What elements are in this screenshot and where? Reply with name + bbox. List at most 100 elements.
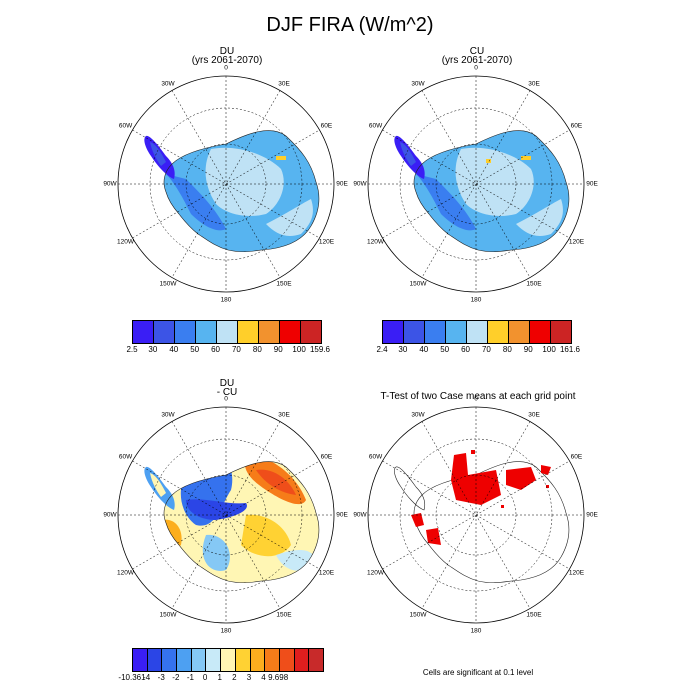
lon-label: 30W <box>411 80 425 88</box>
colorbar-swatch <box>530 321 551 343</box>
lon-label: 30E <box>528 411 540 419</box>
colorbar-tick-label: 70 <box>481 345 491 354</box>
peninsula-inner <box>400 142 416 166</box>
colorbar-swatch <box>488 321 509 343</box>
colorbar-swatch <box>206 649 222 671</box>
lon-label: 30W <box>411 411 425 419</box>
lon-label: 120E <box>568 569 585 577</box>
lon-label: 150E <box>526 280 542 288</box>
lon-label: 30E <box>528 80 540 88</box>
lon-label: 90E <box>336 180 348 188</box>
colorbar-swatch <box>467 321 488 343</box>
panel-ttest-title: T-Test of two Case means at each grid po… <box>380 391 576 402</box>
colorbar-tick-label: 1 <box>217 673 222 682</box>
lon-label: 120W <box>367 238 385 246</box>
colorbar-tick-label: 161.6 <box>559 345 581 354</box>
colorbar-swatch <box>301 321 321 343</box>
lon-label: 90E <box>586 511 598 519</box>
lon-label: 60E <box>320 453 333 461</box>
lon-label: 150W <box>409 611 427 619</box>
continent-outline <box>163 461 320 584</box>
lon-labels-ttest: 0 30E 60E 90E 120E 150E 180 150W 120W 90W 60W 30W <box>353 395 598 635</box>
colorbar-tick-label: 4 <box>261 673 266 682</box>
colorbar-tick-label: 50 <box>440 345 450 354</box>
lon-label: 60W <box>368 122 383 130</box>
colorbar-tick-label: -3 <box>157 673 165 682</box>
lon-label: 0 <box>224 395 228 403</box>
colorbar-tick-label: 2.5 <box>126 345 138 354</box>
lon-label: 120E <box>568 238 585 246</box>
lon-label: 60E <box>570 122 583 130</box>
colorbar-swatch <box>217 321 238 343</box>
lon-label: 150W <box>159 611 177 619</box>
colorbar-tick-label: 2 <box>232 673 237 682</box>
colorbar-swatch <box>294 649 310 671</box>
lon-label: 90E <box>336 511 348 519</box>
lon-label: 60E <box>570 453 583 461</box>
lon-label: 60W <box>368 453 383 461</box>
lon-label: 0 <box>474 395 478 403</box>
continent-outline <box>163 130 320 253</box>
lon-label: 60W <box>118 453 133 461</box>
colorbar-swatch <box>309 649 323 671</box>
colorbar-tick-label: 9.698 <box>268 673 289 682</box>
colorbar-tick-label: 100 <box>292 345 306 354</box>
data-field <box>414 130 569 252</box>
lon-label: 90W <box>103 180 117 188</box>
colorbar-swatch <box>280 321 301 343</box>
lon-label: 150E <box>276 611 292 619</box>
colorbar-cu <box>382 320 572 344</box>
colorbar-tick-label: 70 <box>231 345 241 354</box>
colorbar-du <box>132 320 322 344</box>
lon-label: 60E <box>320 122 333 130</box>
colorbar-swatch <box>133 321 154 343</box>
panel-du-name: DU <box>219 46 235 57</box>
lon-label: 90W <box>353 511 367 519</box>
map-cu-panel <box>367 75 585 293</box>
colorbar-swatch <box>133 649 148 671</box>
colorbar-tick-label: 0 <box>202 673 208 682</box>
lon-label: 30W <box>161 411 175 419</box>
colorbar-tick-label: 3 <box>246 673 252 682</box>
lon-label: 90W <box>353 180 367 188</box>
lon-label: 150E <box>276 280 292 288</box>
lon-label: 0 <box>474 64 478 72</box>
lon-label: 30E <box>278 411 290 419</box>
colorbar-swatch <box>404 321 425 343</box>
colorbar-tick-label: 90 <box>273 345 283 354</box>
main-title: DJF FIRA (W/m^2) <box>266 14 434 36</box>
colorbar-swatch <box>265 649 280 671</box>
map-du-panel <box>117 75 335 293</box>
lon-label: 180 <box>220 627 232 635</box>
graticule <box>368 407 584 623</box>
lon-label: 120W <box>367 569 385 577</box>
colorbar-tick-label: 90 <box>523 345 533 354</box>
colorbar-tick-label: 50 <box>190 345 200 354</box>
colorbar-tick-label: -1 <box>186 673 195 682</box>
lon-label: 0 <box>224 64 228 72</box>
colorbar-du-labels: 2.5 30 40 50 60 70 80 90 100 159.6 <box>126 345 330 357</box>
colorbar-cu-labels: 2.4 30 40 50 60 70 80 90 100 161.6 <box>376 345 580 357</box>
panel-diff-name: DU <box>219 378 235 389</box>
panel-cu-name: CU <box>469 46 485 57</box>
panel-cu-years: (yrs 2061-2070) <box>441 55 513 66</box>
lon-labels-du: 0 30E 60E 90E 120E 150E 180 150W 120W 90W 60W 30W <box>103 64 348 304</box>
colorbar-swatch <box>425 321 446 343</box>
panel-du-title: DU (yrs 2061-2070) <box>147 46 307 66</box>
graticule <box>118 407 334 623</box>
colorbar-swatch <box>191 649 207 671</box>
lon-label: 150W <box>159 280 177 288</box>
colorbar-swatch <box>147 649 163 671</box>
panel-du-years: (yrs 2061-2070) <box>191 55 263 66</box>
panel-diff-title: DU - CU <box>147 378 307 398</box>
colorbar-diff <box>132 648 324 672</box>
lon-label: 120W <box>117 238 135 246</box>
continent-outline <box>413 130 570 253</box>
lon-label: 150W <box>409 280 427 288</box>
colorbar-tick-label: 60 <box>211 345 220 354</box>
colorbar-swatch <box>196 321 217 343</box>
map-diff-panel <box>117 406 335 624</box>
colorbar-tick-label: -10.361 <box>118 673 146 682</box>
colorbar-swatch <box>509 321 530 343</box>
colorbar-swatch <box>238 321 259 343</box>
